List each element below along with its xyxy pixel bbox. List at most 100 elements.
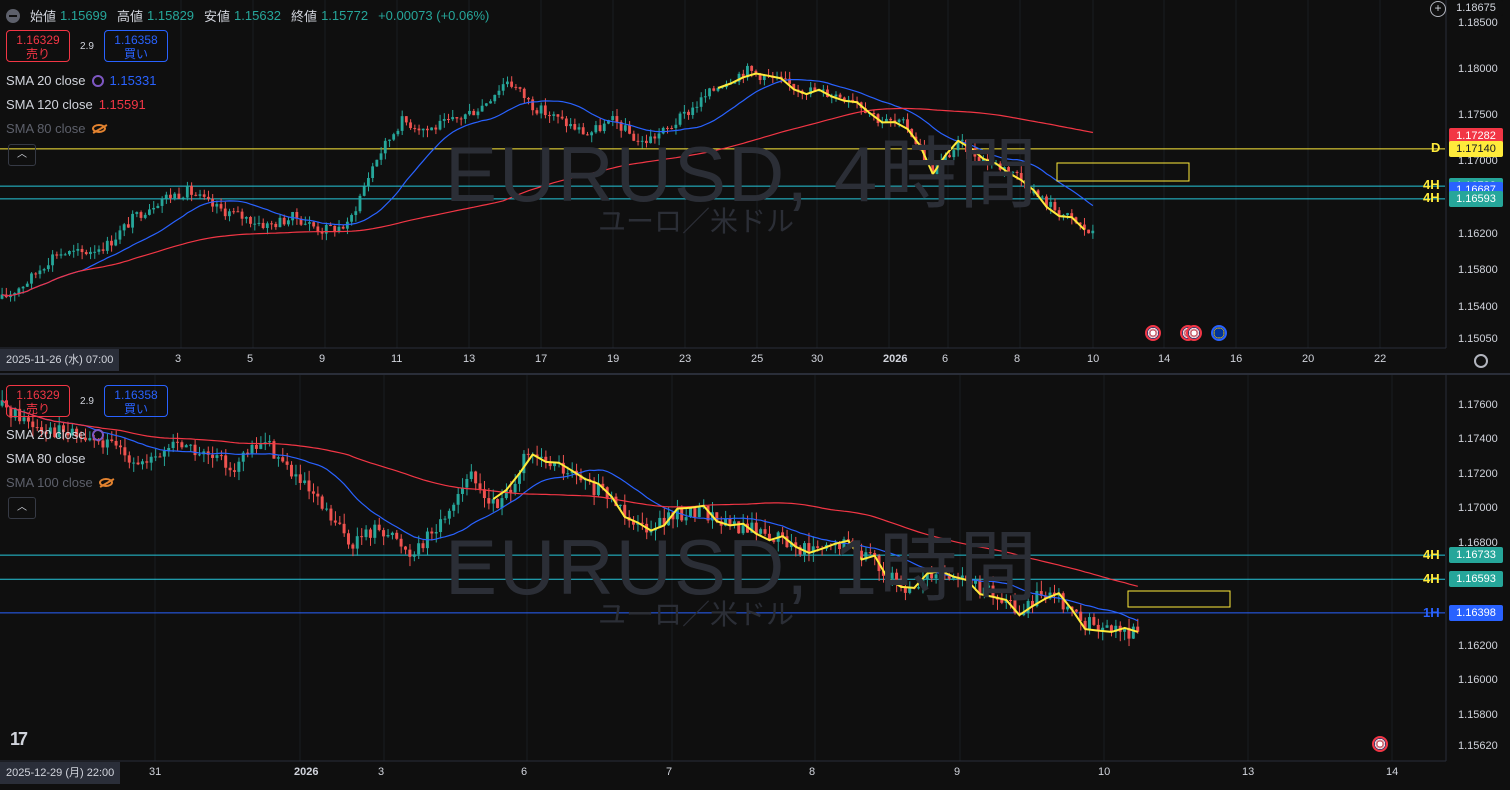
candle-body (658, 517, 662, 528)
candle-body (399, 538, 403, 547)
chart-pane-4h[interactable]: EURUSD, 4時間 ユーロ／米ドル 始値 1.15699 高値 1.15829 … (0, 0, 1510, 373)
candle-body (838, 94, 842, 98)
candle-body (632, 133, 636, 141)
candle-body (135, 212, 139, 214)
sell-button[interactable]: 1.16329 売り (6, 385, 70, 417)
chart-canvas-4h[interactable] (0, 0, 1510, 373)
indicator-sma120-4h[interactable]: SMA 120 close 1.15591 (6, 97, 146, 112)
price-label: 1.18675 (1449, 0, 1503, 17)
candle-body (781, 532, 785, 537)
indicator-sma20-1h[interactable]: SMA 20 close (6, 427, 104, 442)
candle-body (224, 455, 228, 468)
indicator-sma80-1h[interactable]: SMA 80 close (6, 451, 86, 466)
candle-body (868, 552, 872, 554)
candle-body (691, 107, 695, 116)
candle-body (695, 106, 699, 108)
candle-body (377, 524, 381, 531)
candle-body (522, 88, 526, 99)
candle-body (206, 451, 210, 455)
candle-body (63, 254, 67, 256)
candle-body (969, 579, 973, 584)
candle-body (42, 269, 46, 271)
candle-body (607, 120, 610, 124)
indicator-sma80-4h[interactable]: SMA 80 close (6, 121, 106, 136)
low-value: 1.15632 (234, 8, 282, 23)
candle-body (303, 480, 307, 483)
sma-fast-line (1, 78, 1094, 297)
high-label: 高値 (117, 9, 144, 24)
candle-body (570, 470, 574, 474)
candle-body (716, 88, 720, 91)
hidden-eye-icon[interactable] (98, 478, 113, 487)
candle-body (140, 461, 144, 465)
time-tick-label: 9 (954, 766, 961, 778)
collapse-legend-icon[interactable] (6, 8, 20, 23)
candle-body (447, 118, 450, 120)
candle-body (282, 217, 286, 225)
indicator-name: SMA 100 close (6, 475, 93, 490)
candle-body (947, 574, 951, 579)
sell-button[interactable]: 1.16329 売り (6, 30, 70, 62)
candle-body (1028, 188, 1032, 194)
chart-canvas-1h[interactable] (0, 375, 1510, 790)
candle-body (89, 251, 92, 255)
candle-body (517, 473, 521, 484)
us-event-flag-icon[interactable] (1372, 736, 1388, 752)
candle-body (132, 462, 136, 464)
candle-body (535, 110, 539, 114)
candle-body (855, 547, 859, 551)
candle-body (960, 139, 964, 141)
indicator-value: 1.15331 (109, 73, 157, 88)
candle-body (859, 550, 863, 560)
candle-body (158, 456, 162, 458)
candle-body (636, 140, 640, 142)
indicator-sma100-1h[interactable]: SMA 100 close (6, 475, 113, 490)
candle-body (333, 225, 337, 232)
candle-body (581, 127, 585, 135)
candle-body (890, 572, 894, 579)
candle-body (930, 573, 934, 579)
time-tick-label: 9 (319, 353, 326, 365)
candle-body (715, 512, 719, 522)
candle-body (105, 439, 109, 448)
time-tick-label: 3 (175, 353, 182, 365)
candle-body (614, 496, 618, 507)
candle-body (51, 254, 54, 266)
add-alert-plus-icon[interactable]: + (1430, 1, 1446, 17)
ohlc-legend: 始値 1.15699 高値 1.15829 安値 1.15632 終値 1.15772 … (6, 6, 495, 25)
hidden-eye-icon[interactable] (91, 124, 106, 133)
candle-body (447, 510, 451, 519)
candle-body (350, 215, 353, 222)
us-event-flag-icon[interactable] (1186, 325, 1202, 341)
chart-pane-1h[interactable]: EURUSD, 1時間 ユーロ／米ドル 1.16329 売り 2.9 1.1635… (0, 375, 1510, 790)
candle-body (35, 427, 39, 429)
chart-settings-gear-icon[interactable] (1474, 354, 1488, 368)
us-event-flag-icon[interactable] (1145, 325, 1161, 341)
candle-body (798, 546, 802, 555)
candle-body (250, 444, 254, 455)
candle-body (552, 114, 556, 116)
eu-event-flag-icon[interactable] (1211, 325, 1227, 341)
candle-body (1040, 196, 1044, 198)
candle-body (1057, 210, 1061, 217)
buy-button[interactable]: 1.16358 買い (104, 385, 168, 417)
candle-body (785, 536, 789, 548)
collapse-indicators-button[interactable]: ︿ (8, 144, 36, 166)
indicator-sma20-4h[interactable]: SMA 20 close 1.15331 (6, 73, 157, 88)
price-tick-label: 1.15400 (1458, 300, 1498, 313)
candle-body (640, 522, 644, 524)
collapse-indicators-button[interactable]: ︿ (8, 497, 36, 519)
level-tag-4h-upper: 4H (1423, 547, 1440, 562)
candle-body (623, 125, 627, 131)
pane-divider[interactable] (0, 373, 1510, 375)
candle-body (543, 105, 547, 116)
buy-button[interactable]: 1.16358 買い (104, 30, 168, 62)
candle-body (510, 81, 514, 87)
candle-body (1015, 171, 1019, 174)
candle-body (211, 454, 215, 458)
candle-body (720, 87, 724, 89)
candle-body (1036, 190, 1040, 197)
candle-body (943, 155, 947, 161)
candle-body (308, 222, 311, 224)
candle-body (513, 483, 517, 493)
